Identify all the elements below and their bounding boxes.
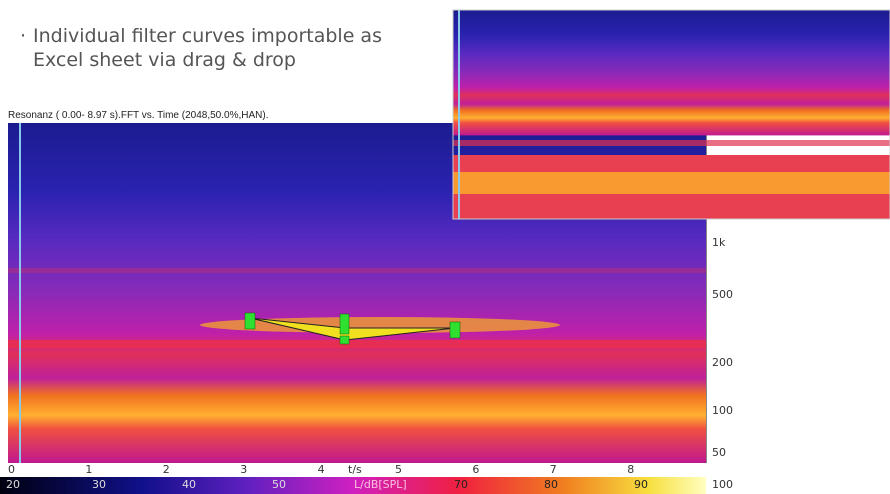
time-label: 2 — [162, 463, 170, 476]
bullet-dot: · — [20, 25, 27, 47]
level-label: 30 — [92, 478, 106, 491]
level-label: 40 — [182, 478, 196, 491]
frequency-label: 100 — [712, 404, 733, 417]
frequency-label: 500 — [712, 288, 733, 301]
handles[interactable] — [244, 312, 461, 345]
time-label: 3 — [240, 463, 248, 476]
band — [200, 317, 560, 333]
band — [8, 268, 706, 273]
frequency-label: 200 — [712, 356, 733, 369]
time-unit: t/s — [348, 463, 362, 476]
bullet-line: Individual filter curves importable as — [33, 25, 382, 47]
time-label: 4 — [317, 463, 325, 476]
level-label: 80 — [544, 478, 558, 491]
axis-line — [706, 123, 707, 463]
time-label: 0 — [8, 463, 15, 476]
window-title: Resonanz ( 0.00- 8.97 s).FFT vs. Time (2… — [8, 110, 269, 121]
time-label: 6 — [472, 463, 480, 476]
level-label: 100 — [712, 478, 733, 491]
frequency-label: 1k — [712, 236, 726, 249]
time-label: 1 — [85, 463, 93, 476]
level-label: 20 — [6, 478, 20, 491]
level-colorbar — [0, 477, 706, 494]
level-label: 90 — [634, 478, 648, 491]
bullet-line: Excel sheet via drag & drop — [33, 49, 296, 71]
time-label: 7 — [549, 463, 557, 476]
time-label: 5 — [395, 463, 402, 476]
level-unit: L/dB[SPL] — [354, 478, 407, 491]
time-label: 8 — [627, 463, 635, 476]
frequency-label: 50 — [712, 446, 726, 459]
level-label: 70 — [454, 478, 468, 491]
level-label: 50 — [272, 478, 286, 491]
band — [8, 340, 706, 348]
inset-spectrogram — [452, 9, 890, 220]
